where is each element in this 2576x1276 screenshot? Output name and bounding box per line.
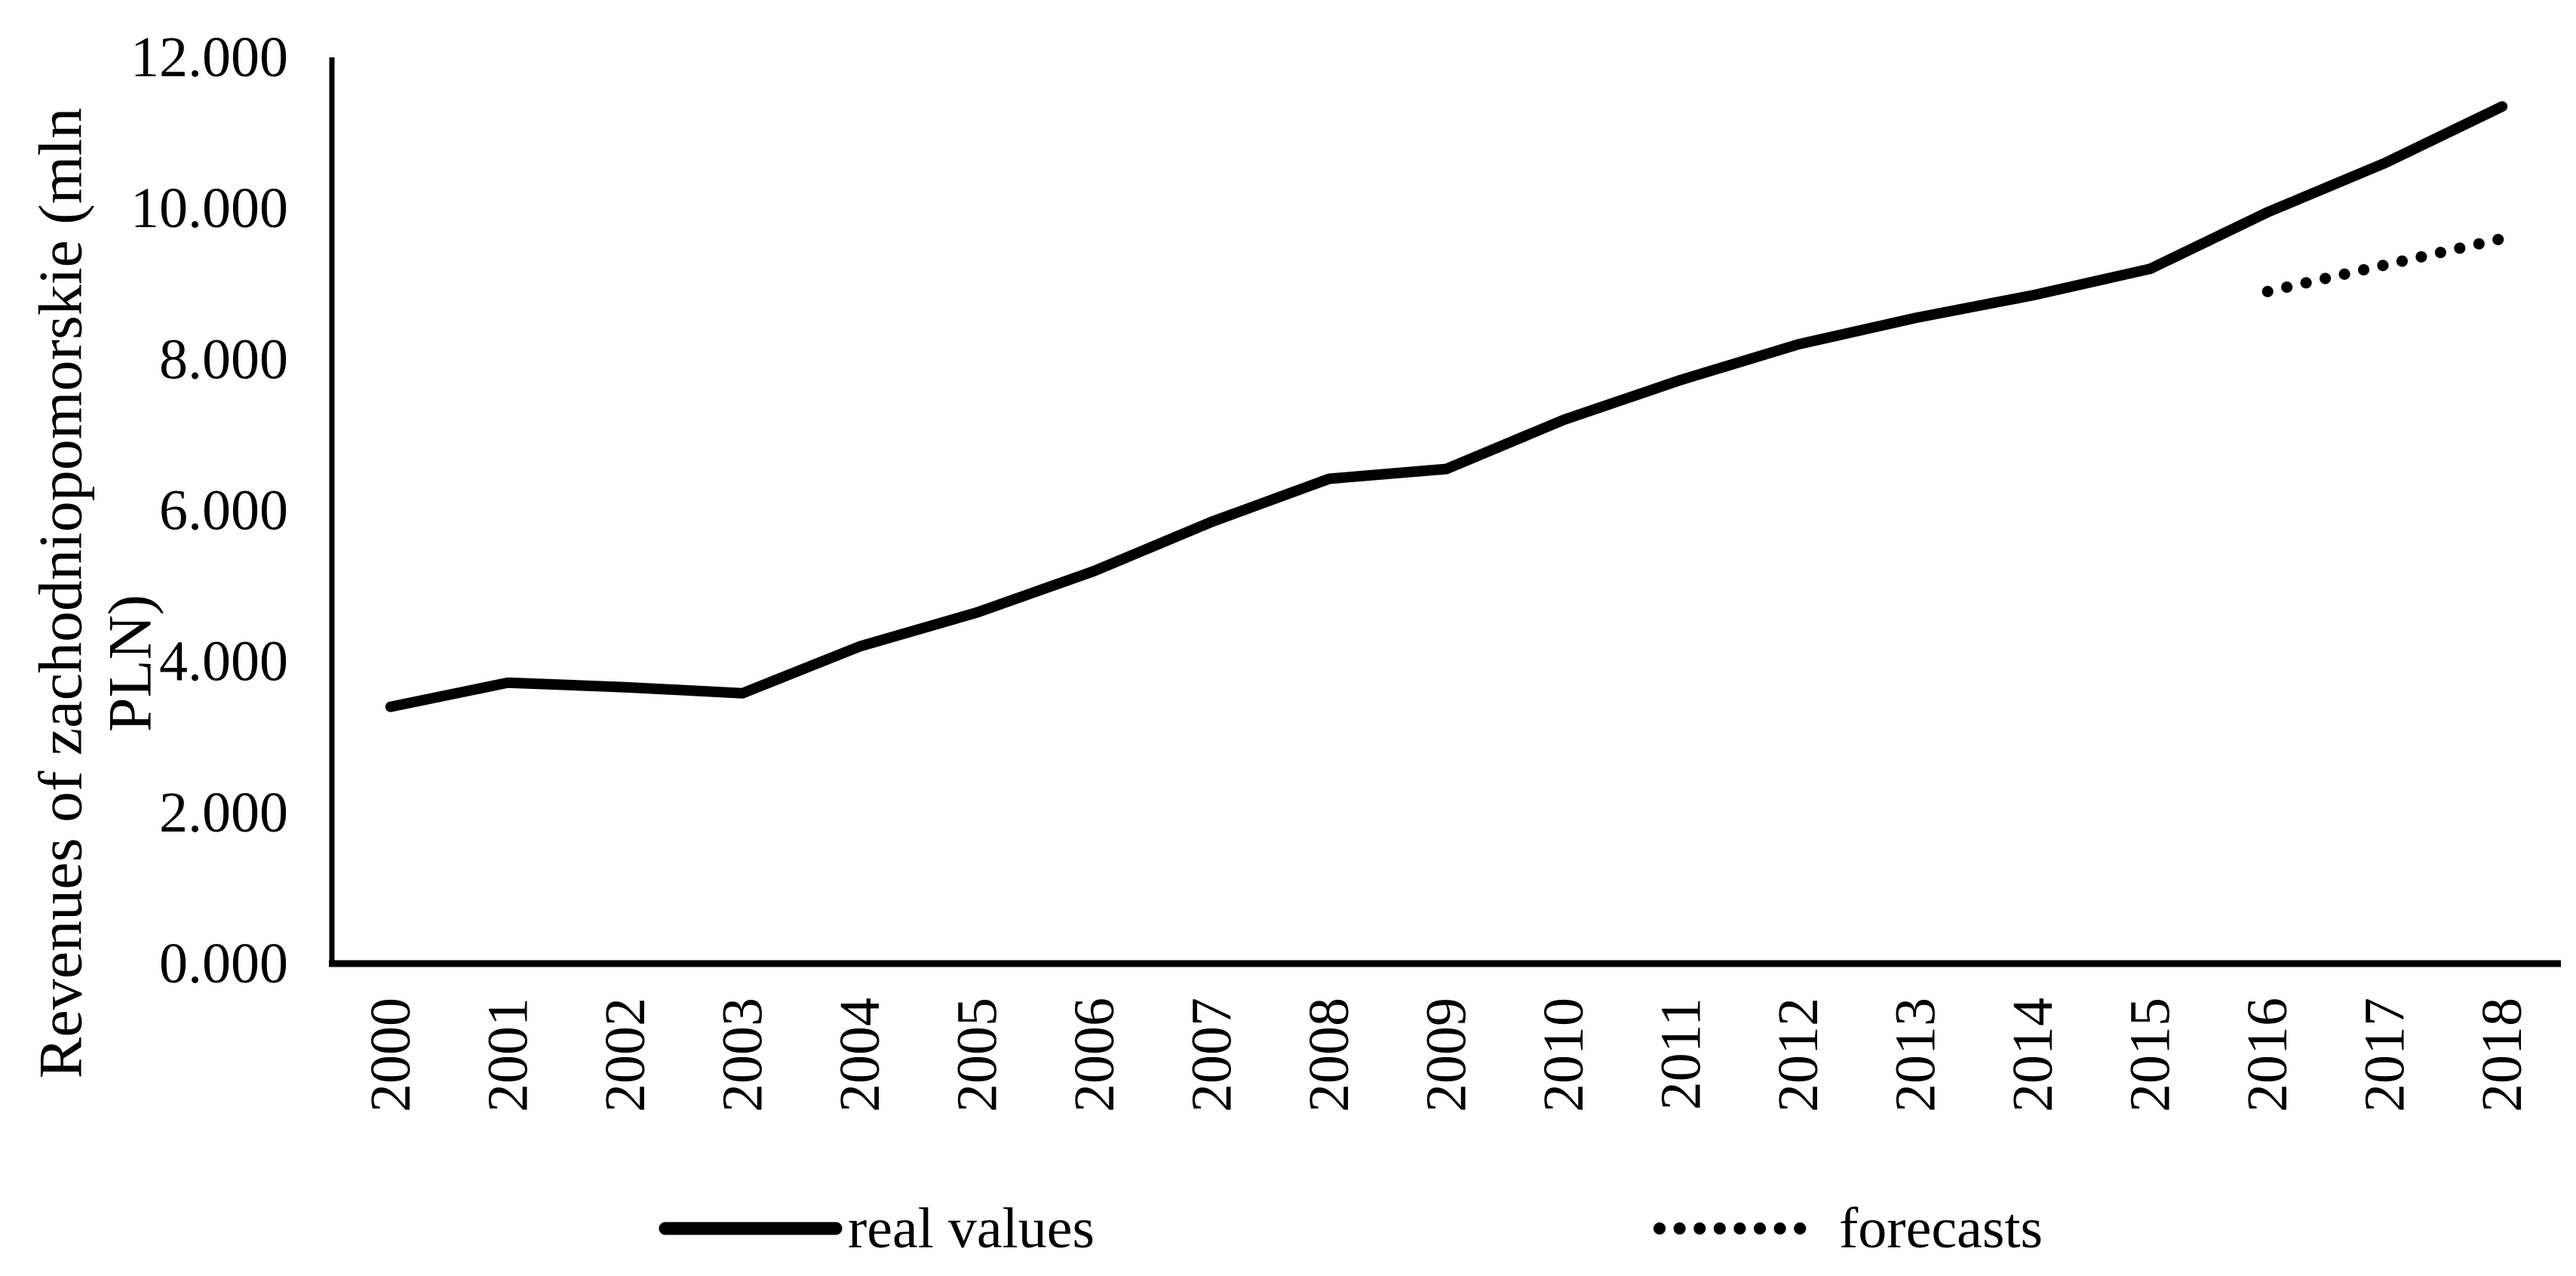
y-tick-label: 10.000 — [130, 177, 288, 240]
x-tick-label: 2006 — [1063, 998, 1126, 1112]
x-tick-label: 2004 — [828, 998, 892, 1112]
x-tick-label: 2016 — [2236, 998, 2299, 1112]
x-tick-label: 2008 — [1297, 998, 1361, 1112]
x-tick-label: 2002 — [594, 998, 657, 1112]
y-axis-title-line2: PLN) — [96, 595, 164, 732]
plot-area: 0.000 2.000 4.000 6.000 8.000 10.000 12.000 200… — [130, 26, 2561, 1112]
x-tick-label: 2013 — [1884, 998, 1948, 1112]
y-tick-label: 12.000 — [130, 26, 288, 89]
chart-legend: real values forecasts — [659, 1197, 2043, 1260]
series-line-dotted — [2261, 232, 2508, 297]
x-tick-label: 2017 — [2353, 998, 2417, 1112]
x-tick-label: 2007 — [1180, 998, 1243, 1112]
x-tick-label: 2012 — [1767, 998, 1830, 1112]
legend-real-label: real values — [848, 1197, 1095, 1260]
series-line-solid — [385, 101, 2508, 712]
y-tick-label: 2.000 — [159, 781, 288, 844]
x-tick-label: 2003 — [711, 998, 774, 1112]
x-tick-label: 2001 — [476, 998, 539, 1112]
x-tick-label: 2005 — [945, 998, 1009, 1112]
x-tick-label: 2011 — [1650, 998, 1713, 1110]
y-axis-title-line1: Revenues of zachodniopomorskie (mln — [26, 108, 95, 1079]
legend-forecast-label: forecasts — [1839, 1197, 2043, 1260]
y-tick-label: 6.000 — [159, 479, 288, 543]
y-tick-label: 4.000 — [159, 630, 288, 693]
x-tick-label: 2010 — [1532, 998, 1595, 1112]
x-tick-label: 2018 — [2470, 998, 2534, 1112]
x-tick-label: 2015 — [2119, 998, 2182, 1112]
x-tick-label: 2000 — [359, 998, 422, 1112]
y-tick-label: 8.000 — [159, 327, 288, 391]
y-tick-label: 0.000 — [159, 932, 288, 995]
x-tick-label: 2009 — [1415, 998, 1478, 1112]
x-tick-label: 2014 — [2001, 998, 2065, 1112]
